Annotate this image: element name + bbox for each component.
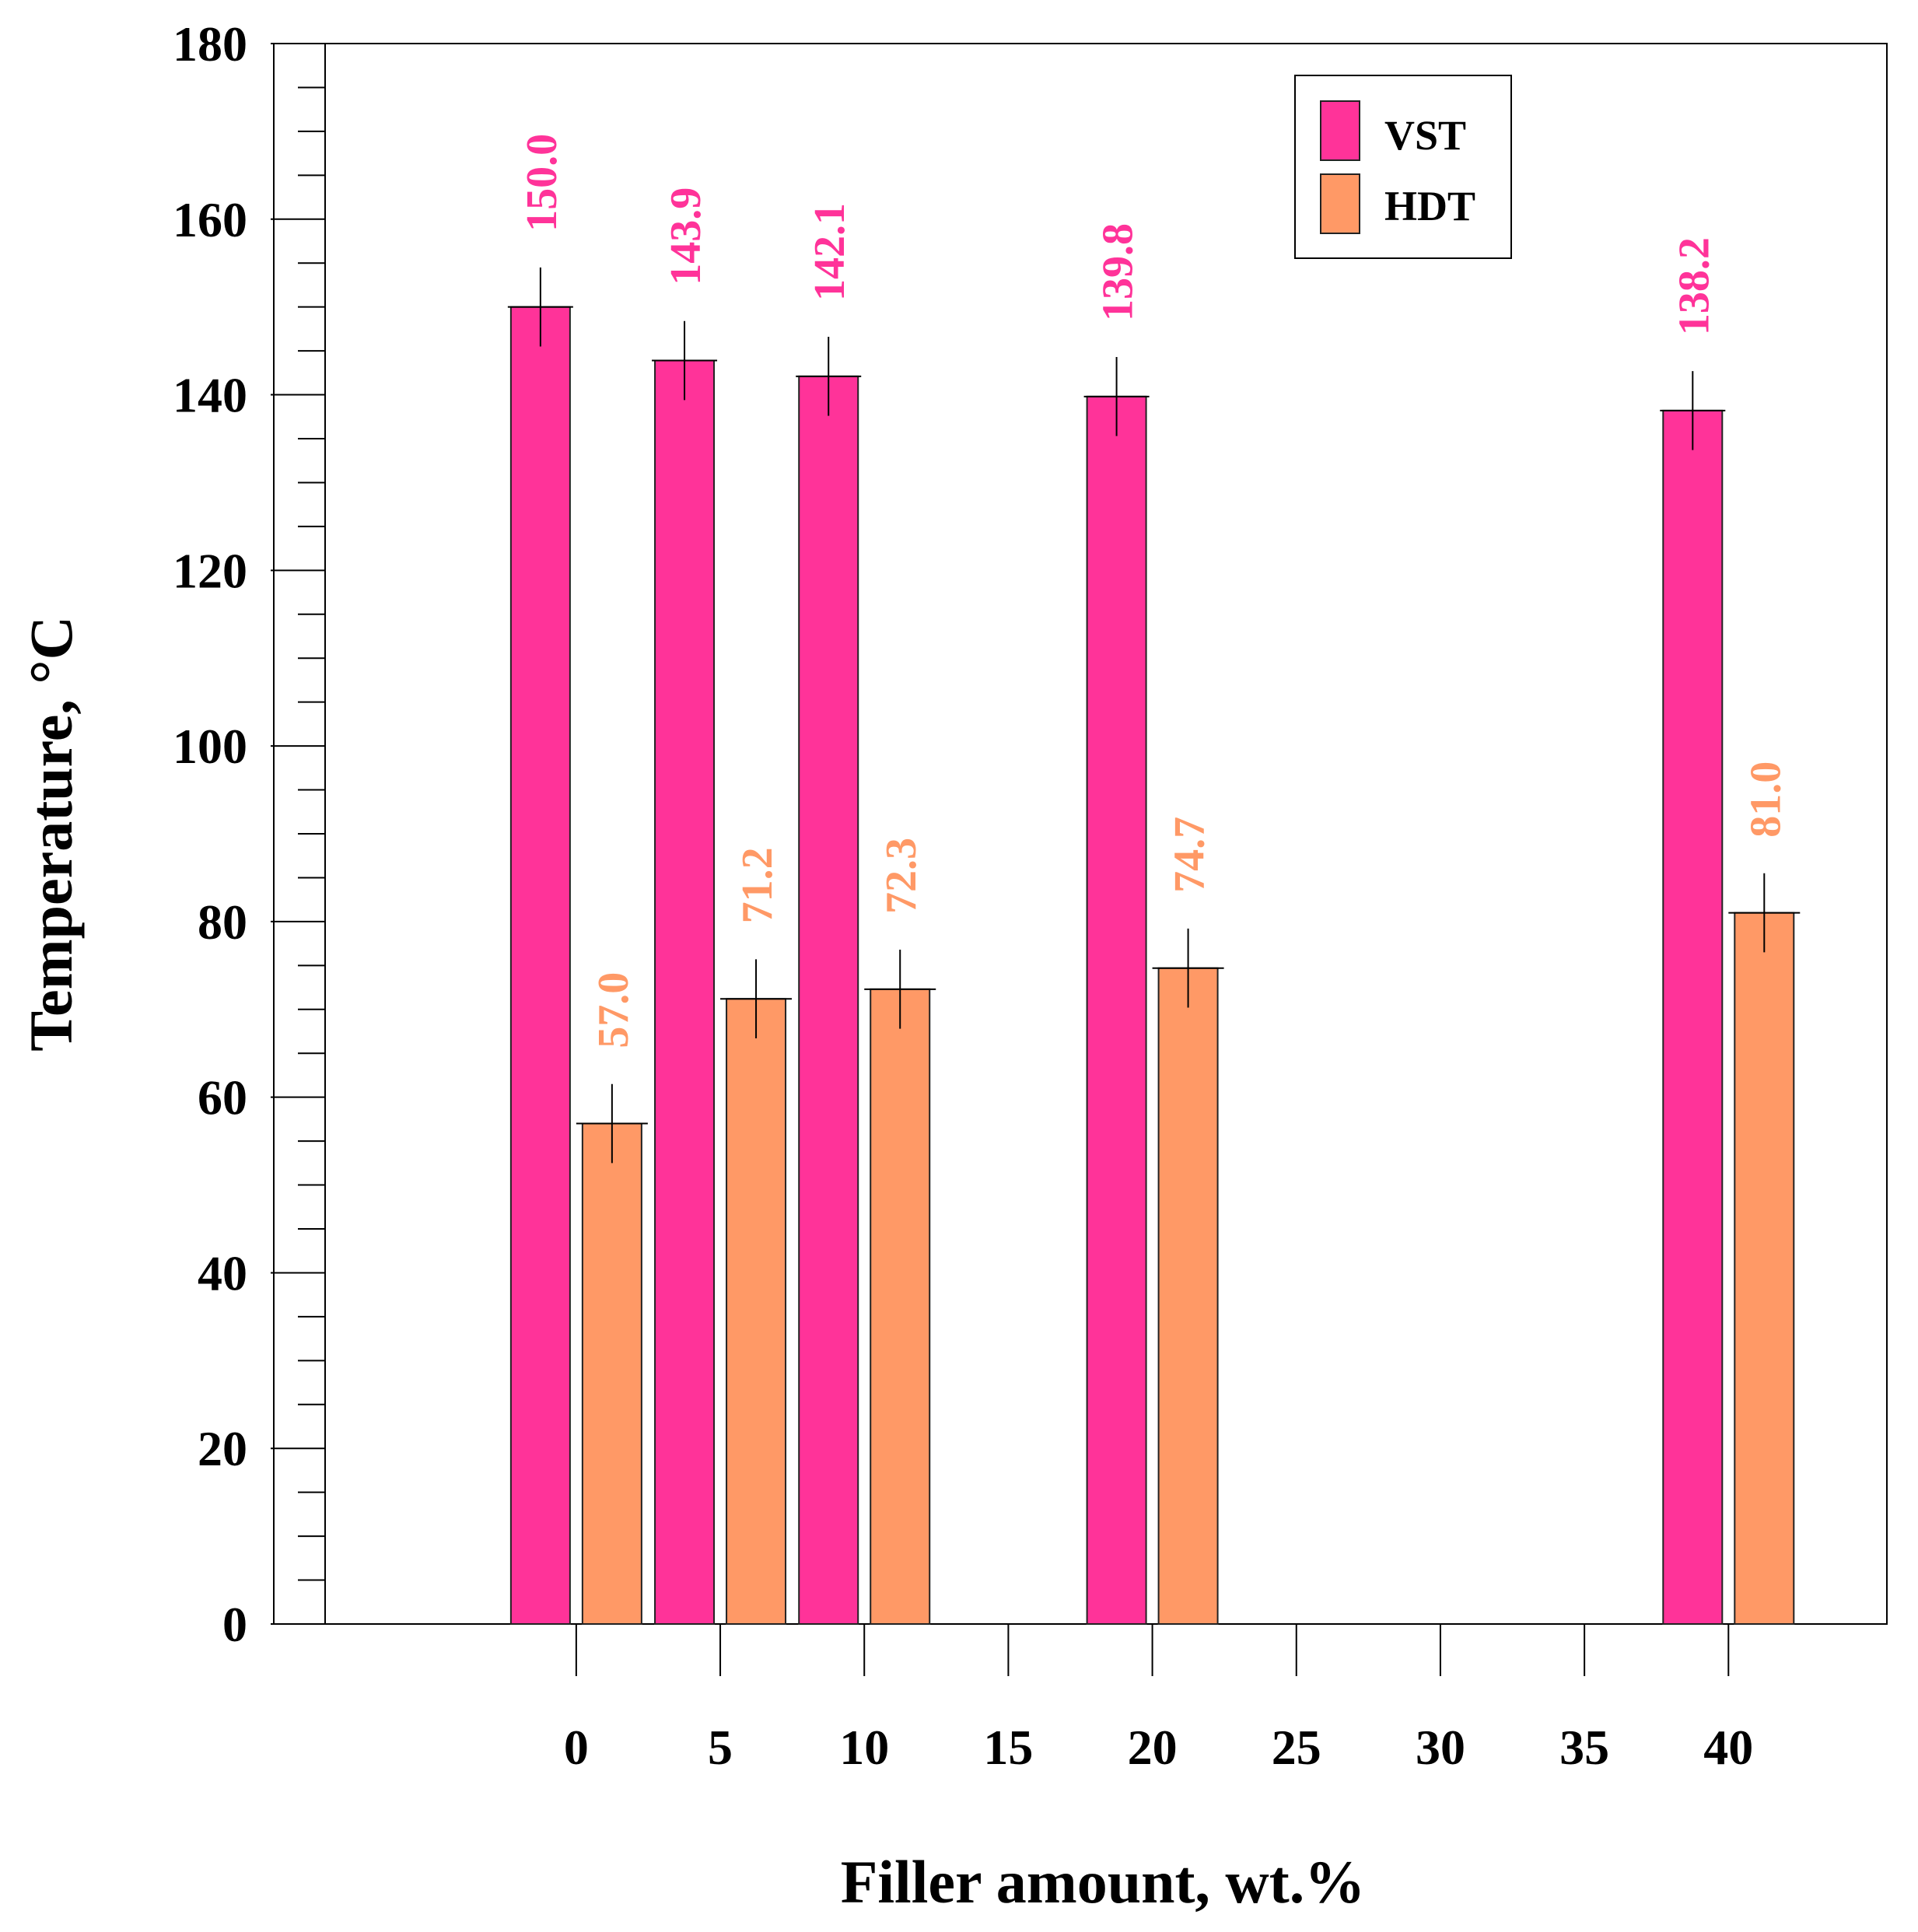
vst-bar [1662,409,1724,1625]
y-axis-title: Temperature, °C [17,616,85,1052]
hdt-bar [1157,967,1219,1625]
x-tick-label: 35 [1559,1720,1609,1775]
error-bars [507,267,1801,1164]
x-tick-label: 20 [1128,1720,1178,1775]
hdt-bar [870,988,931,1625]
vst-bar [798,375,859,1625]
y-tick-label: 140 [173,368,247,423]
vst-bar [654,359,716,1625]
x-tick-label: 30 [1416,1720,1465,1775]
vst-value-label: 143.9 [662,187,710,285]
x-tick-label: 10 [839,1720,889,1775]
hdt-value-label: 71.2 [733,847,782,923]
y-tick-label: 80 [198,894,247,950]
vst-value-label: 142.1 [806,203,854,301]
vst-value-label: 138.2 [1670,237,1718,335]
y-tick-label: 160 [173,192,247,247]
legend-swatch-hdt [1320,173,1360,234]
hdt-value-label: 72.3 [877,838,926,914]
x-tick-label: 15 [983,1720,1033,1775]
data-labels: 150.0 143.9 142.1 139.8 138.2 57.0 71.2 72.3 74.… [518,134,1790,1048]
y-tick-label: 120 [173,543,247,598]
x-axis-title: Filler amount, wt.% [841,1848,1366,1916]
plot-border [273,43,1888,1625]
x-tick-label: 40 [1703,1720,1753,1775]
vst-value-label: 139.8 [1094,223,1143,321]
vst-bar [509,306,571,1626]
x-tick-label: 0 [564,1720,589,1775]
bars [509,306,1795,1626]
hdt-value-label: 57.0 [590,972,638,1048]
y-tick-label: 180 [173,16,247,72]
hdt-bar [581,1122,642,1625]
y-axis: 0 20 40 60 80 100 120 140 160 180 [173,16,325,1652]
legend: VST HDT [1294,75,1512,259]
y-tick-label: 0 [222,1597,247,1652]
hdt-bar [726,998,787,1625]
vst-bar [1086,395,1147,1625]
vst-value-label: 150.0 [518,134,566,232]
x-tick-label: 5 [708,1720,733,1775]
y-tick-label: 40 [198,1245,247,1300]
y-tick-label: 100 [173,719,247,774]
x-tick-label: 25 [1272,1720,1321,1775]
hdt-bar [1734,912,1795,1625]
y-tick-label: 60 [198,1070,247,1125]
legend-label-hdt: HDT [1384,183,1475,229]
hdt-value-label: 74.7 [1166,817,1214,893]
x-axis: 0 5 10 15 20 25 30 35 40 [564,1624,1753,1775]
y-tick-label: 20 [198,1421,247,1476]
legend-label-vst: VST [1384,112,1466,159]
legend-swatch-vst [1320,100,1360,161]
hdt-value-label: 81.0 [1741,761,1790,838]
